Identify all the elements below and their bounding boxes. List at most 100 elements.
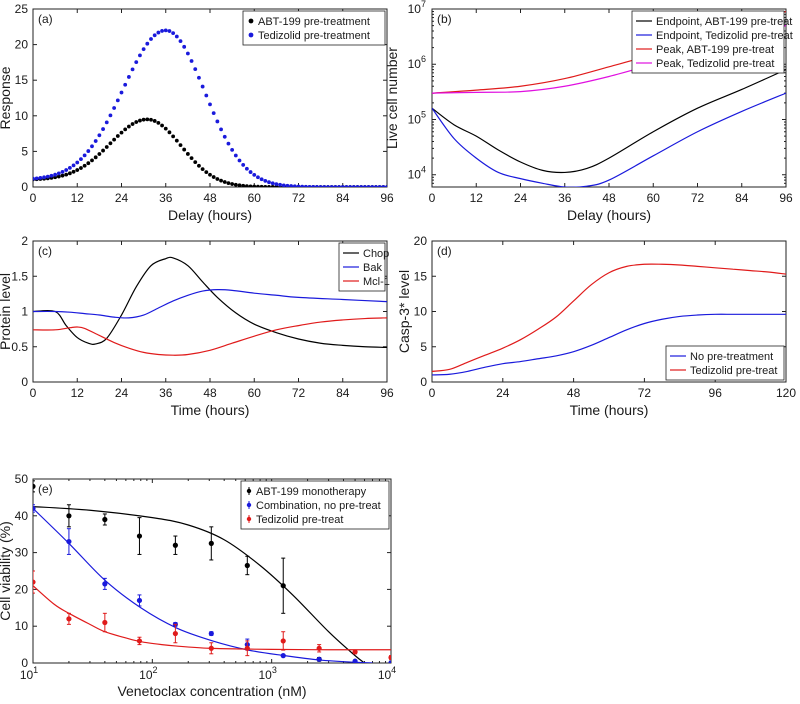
y-tick-label: 10	[15, 619, 29, 633]
data-point	[71, 163, 76, 168]
x-tick-label: 12	[71, 386, 85, 400]
chart-panel-d: 0 24 48 72 96 120 0 5 10 15 20 Time (hours) Casp-3* …	[396, 234, 796, 418]
x-tick-label: 96	[380, 386, 394, 400]
data-point	[208, 645, 214, 651]
series-line	[33, 317, 387, 356]
data-point	[141, 47, 146, 52]
data-point	[156, 30, 161, 35]
data-point	[200, 84, 205, 89]
data-point	[108, 113, 113, 118]
data-point	[141, 117, 146, 122]
data-point	[189, 156, 194, 161]
data-point	[102, 516, 108, 523]
x-tick-label: 120	[776, 386, 796, 400]
data-point	[119, 130, 124, 135]
data-point	[352, 658, 358, 663]
legend-label: Tedizolid pre-treatment	[258, 30, 370, 42]
data-point	[38, 175, 43, 180]
x-tick-label: 84	[336, 386, 350, 400]
data-point	[101, 148, 105, 153]
data-point	[66, 513, 72, 519]
data-point	[138, 53, 142, 58]
series-line	[33, 289, 387, 319]
x-tick-label: 36	[558, 191, 572, 205]
series-line	[432, 92, 786, 187]
x-axis-label: Time (hours)	[570, 402, 649, 418]
y-tick-label: 1.5	[11, 269, 28, 283]
data-point	[49, 173, 54, 178]
data-point	[42, 175, 46, 180]
data-point	[244, 184, 249, 187]
data-point	[138, 118, 142, 123]
data-point	[185, 152, 190, 156]
panel-label: (a)	[38, 12, 53, 26]
x-tick-label: 72	[292, 191, 306, 205]
data-point	[104, 120, 109, 125]
data-point	[215, 177, 220, 181]
legend-label: ABT-199 monotherapy	[256, 486, 367, 498]
data-point	[281, 183, 286, 187]
data-point	[119, 90, 124, 95]
data-point	[126, 124, 131, 129]
x-tick-label: 103	[258, 665, 276, 682]
fit-line	[33, 508, 373, 663]
y-tick-label: 20	[15, 38, 29, 52]
data-point	[90, 144, 94, 149]
data-point	[267, 184, 271, 187]
data-point	[366, 185, 371, 187]
data-point	[82, 163, 87, 168]
legend-label: Chop	[363, 248, 389, 260]
data-point	[160, 29, 164, 33]
data-point	[108, 141, 113, 146]
data-point	[67, 166, 72, 170]
data-point	[359, 185, 364, 187]
data-point	[178, 143, 183, 148]
data-point	[185, 51, 190, 56]
x-tick-label: 72	[292, 386, 306, 400]
data-point	[112, 106, 117, 110]
legend-label: ABT-199 pre-treatment	[258, 16, 370, 28]
data-point	[230, 182, 235, 186]
data-point	[263, 178, 268, 183]
data-point	[248, 170, 253, 174]
y-axis-label: Casp-3* level	[396, 270, 412, 353]
data-point	[259, 177, 264, 182]
chart-panel-e: 101 102 103 104 0 10 20 30 40 50 Venetoclax concen…	[0, 472, 396, 699]
data-point	[102, 581, 108, 587]
data-point	[267, 180, 271, 185]
data-point	[259, 184, 264, 187]
data-point	[64, 172, 69, 177]
data-point	[237, 183, 242, 187]
data-point	[145, 117, 150, 122]
data-point	[79, 166, 83, 170]
data-point	[300, 184, 305, 187]
data-point	[280, 638, 286, 644]
data-point	[355, 185, 360, 187]
data-point	[160, 123, 164, 128]
x-axis-label: Delay (hours)	[168, 207, 252, 223]
data-point	[102, 619, 108, 626]
y-tick-label: 20	[414, 234, 428, 248]
data-point	[348, 185, 353, 187]
series-line	[33, 256, 387, 349]
y-tick-label: 0	[420, 375, 427, 389]
legend-marker	[246, 516, 252, 522]
data-point	[333, 185, 338, 187]
data-point	[53, 172, 58, 177]
data-point	[263, 184, 268, 187]
data-point	[126, 75, 131, 79]
data-point	[34, 176, 39, 181]
x-tick-label: 104	[378, 665, 396, 682]
data-point	[75, 168, 80, 172]
plot-area	[33, 480, 391, 663]
y-tick-label: 104	[408, 165, 426, 182]
data-point	[171, 31, 176, 36]
data-point	[292, 184, 297, 187]
legend-label: Mcl-1	[363, 276, 390, 288]
fit-line	[33, 506, 365, 663]
y-axis-label: Response	[0, 66, 13, 129]
data-point	[167, 130, 172, 135]
data-point	[296, 184, 301, 187]
x-tick-label: 36	[159, 386, 173, 400]
y-tick-label: 40	[15, 509, 29, 523]
